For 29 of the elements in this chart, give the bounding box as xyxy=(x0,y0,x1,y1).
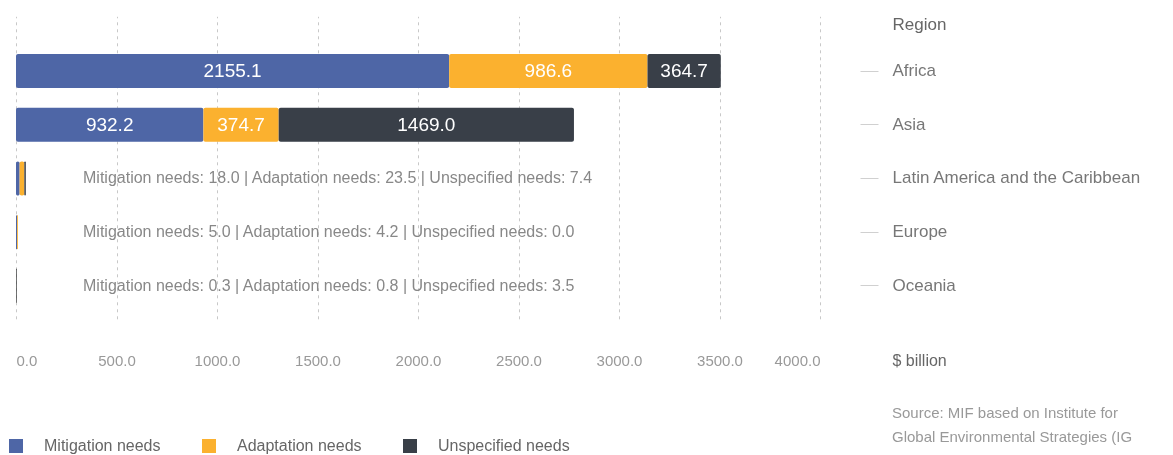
data-label: 932.2 xyxy=(85,113,134,135)
legend-label: Mitigation needs xyxy=(44,437,161,454)
y-tick-label: Latin America and the Caribbean xyxy=(892,168,1141,188)
x-tick-label: 2500.0 xyxy=(496,351,542,369)
data-label: 364.7 xyxy=(660,60,708,82)
data-label: 1469.0 xyxy=(397,113,456,135)
x-tick-label: 0.0 xyxy=(16,351,38,369)
legend-label: Unspecified needs xyxy=(438,437,570,454)
annotation: Mitigation needs: 5.0 | Adaptation needs: 4.2 | Unspecified needs: 0.0 xyxy=(83,223,575,241)
x-tick-label: 2000.0 xyxy=(395,351,442,369)
x-tick-label: 3000.0 xyxy=(596,351,643,369)
source-note: Source: MIF based on Institute for Global Environmental Strategies (IG xyxy=(892,404,1133,445)
y-tick-label: Europe xyxy=(892,222,948,242)
data-label: 2155.1 xyxy=(203,60,262,82)
y-tick-label: Oceania xyxy=(892,275,957,295)
annotation: Mitigation needs: 18.0 | Adaptation needs: 23.5 | Unspecified needs: 7.4 xyxy=(83,169,593,187)
x-tick-label: 1500.0 xyxy=(295,351,341,369)
data-label: 986.6 xyxy=(524,60,573,82)
data-label: 374.7 xyxy=(217,113,265,135)
x-tick-label: 3500.0 xyxy=(697,351,743,369)
y-tick-label: Africa xyxy=(892,61,937,81)
annotation: Mitigation needs: 0.3 | Adaptation needs: 0.8 | Unspecified needs: 3.5 xyxy=(83,276,575,294)
y-axis-title: Region xyxy=(892,14,947,34)
y-tick-label: Asia xyxy=(892,114,927,134)
x-tick-label: 1000.0 xyxy=(194,351,241,369)
x-tick-label: 4000.0 xyxy=(774,351,821,369)
legend-label: Adaptation needs xyxy=(237,437,362,454)
x-axis-title: $ billion xyxy=(892,351,947,369)
x-tick-label: 500.0 xyxy=(98,351,136,369)
